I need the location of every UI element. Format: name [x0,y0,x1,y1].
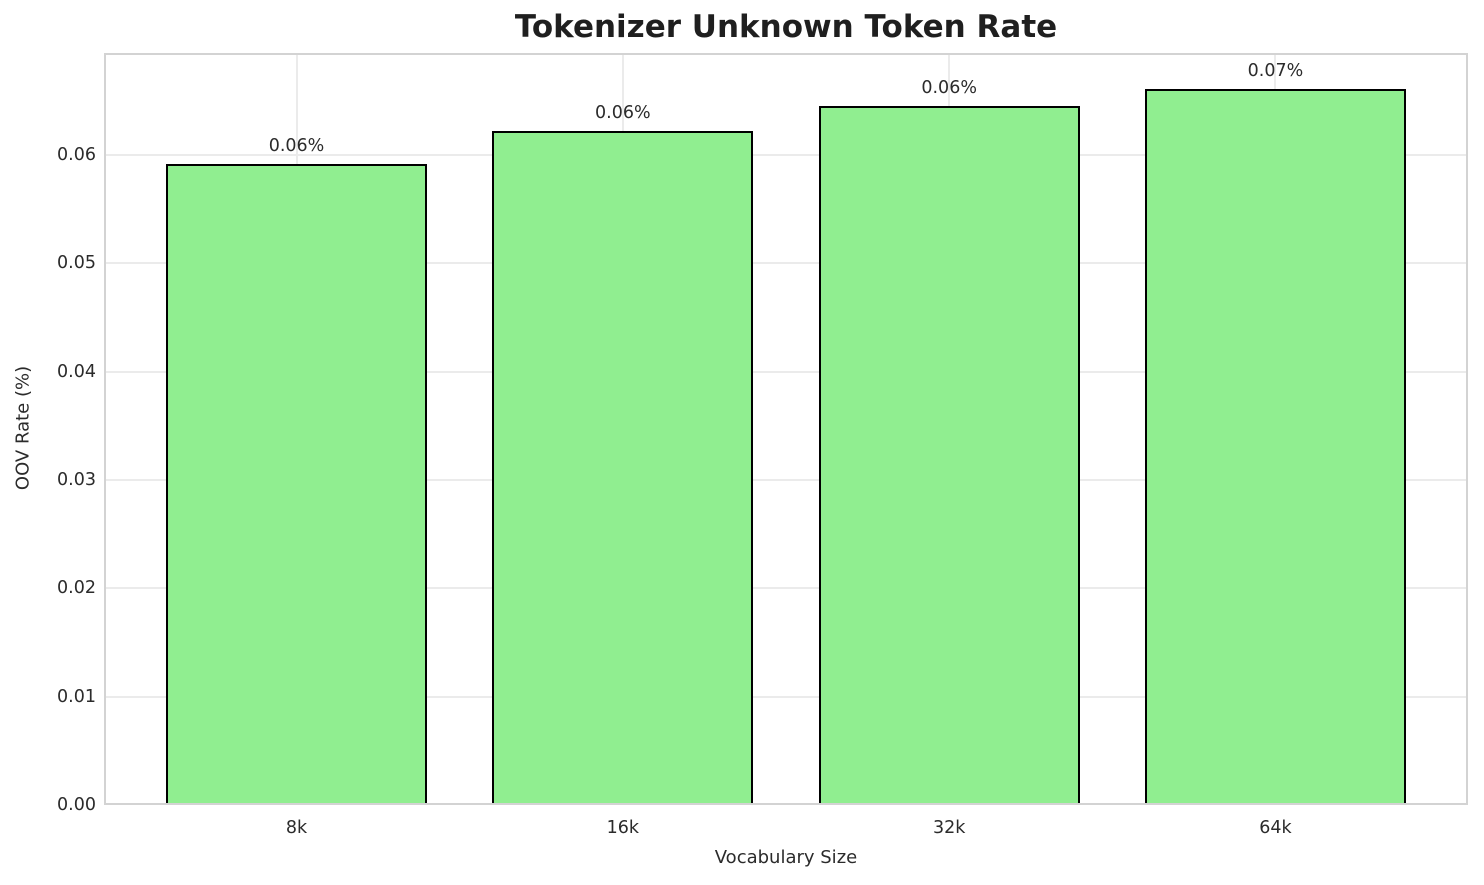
x-tick-label: 16k [606,818,640,838]
y-tick-label: 0.04 [57,361,96,382]
bar-32k [819,106,1080,803]
bar-8k [166,164,427,803]
bar-value-label: 0.06% [595,103,651,123]
bar-value-label: 0.06% [921,78,977,98]
y-tick-label: 0.00 [57,795,96,815]
x-tick-label: 8k [285,818,308,838]
y-tick-label: 0.06 [57,144,96,165]
x-tick-label: 32k [932,818,966,838]
y-tick-label: 0.01 [57,686,96,707]
y-tick-label: 0.05 [57,253,96,274]
y-gridline [106,587,1466,590]
chart-title: Tokenizer Unknown Token Rate [514,9,1058,45]
bar-64k [1145,89,1406,803]
bar-16k [492,131,753,803]
y-tick-label: 0.02 [57,578,96,599]
y-gridline [106,370,1466,373]
y-gridline [106,262,1466,265]
y-gridline [106,478,1466,481]
x-axis-label: Vocabulary Size [714,847,858,868]
bar-value-label: 0.07% [1247,61,1304,81]
y-gridline [106,153,1466,156]
bar-value-label: 0.06% [268,136,325,156]
y-tick-label: 0.03 [57,469,96,490]
x-tick-label: 64k [1259,818,1292,838]
y-gridline [106,695,1466,698]
